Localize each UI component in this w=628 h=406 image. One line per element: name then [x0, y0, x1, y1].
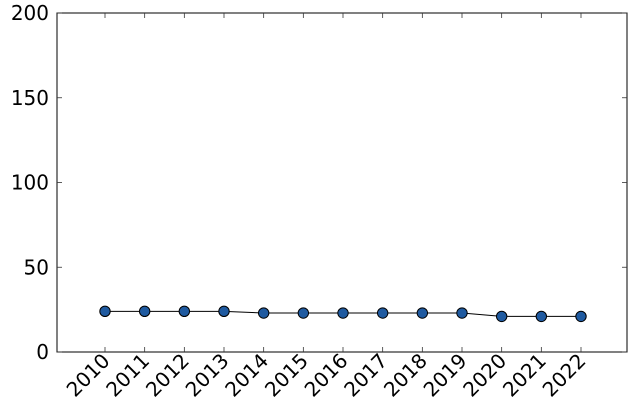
x-tick-label: 2019 [419, 349, 472, 402]
plot-frame [56, 12, 628, 353]
data-point [416, 307, 429, 319]
x-tick-label: 2018 [379, 349, 432, 402]
data-point [218, 305, 230, 318]
x-tick-label: 2015 [260, 349, 313, 402]
x-tick-label: 2021 [498, 349, 551, 402]
y-tick-label: 100 [11, 171, 49, 195]
y-tick-label: 150 [11, 86, 49, 110]
data-point [178, 305, 191, 318]
data-point [337, 307, 349, 319]
data-point [495, 310, 508, 323]
data-point [535, 310, 548, 323]
x-tick-label: 2022 [538, 349, 591, 402]
data-point [297, 307, 310, 319]
data-point [575, 310, 587, 323]
x-tick-label: 2012 [141, 349, 194, 402]
x-tick-label: 2016 [300, 349, 353, 402]
x-tick-label: 2014 [220, 349, 273, 402]
data-point [99, 305, 111, 318]
y-tick-label: 200 [11, 1, 49, 25]
x-tick-label: 2017 [339, 349, 392, 402]
data-point [456, 307, 468, 319]
x-tick-label: 2010 [62, 349, 115, 402]
series-group [99, 305, 587, 323]
x-tick-label: 2011 [101, 349, 154, 402]
y-tick-label: 50 [24, 255, 49, 279]
x-tick-label: 2013 [181, 349, 234, 402]
data-point [138, 305, 151, 318]
x-axis: 2010201120122013201420152016201720182019… [62, 13, 591, 402]
data-point [376, 307, 389, 319]
y-axis: 0 50 100 150 200 [11, 1, 627, 364]
data-point [257, 307, 270, 319]
x-tick-label: 2020 [458, 349, 511, 402]
y-tick-label: 0 [36, 340, 49, 364]
